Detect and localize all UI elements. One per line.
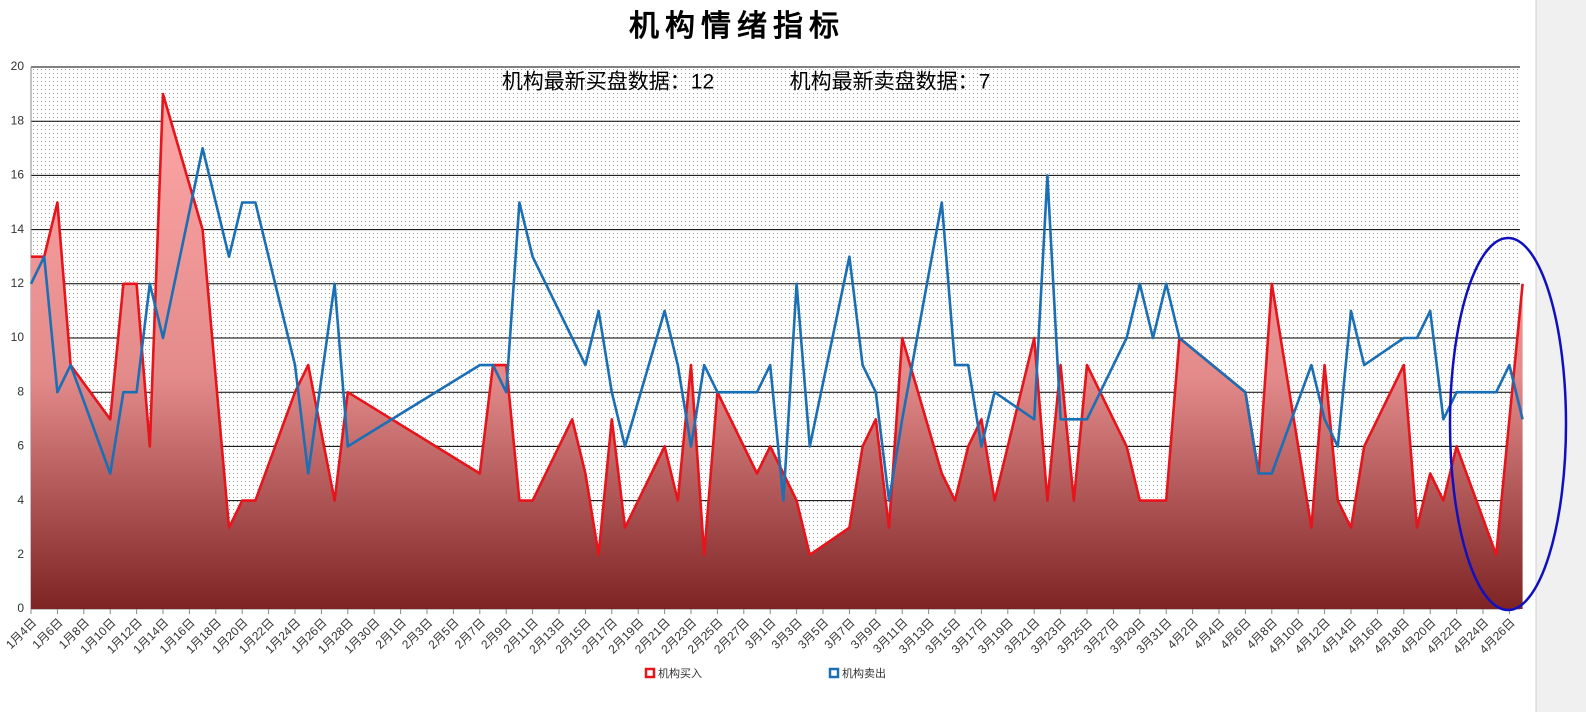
area [31, 94, 1523, 610]
y-tick-label: 10 [11, 330, 25, 344]
chart-title: 机构情绪指标 [629, 10, 845, 43]
y-tick-label: 14 [11, 222, 25, 236]
legend-label: 机构买入 [658, 666, 702, 680]
legend-swatch [828, 667, 840, 679]
line [29, 147, 1524, 502]
legend-swatch [644, 667, 656, 679]
legend-label: 机构卖出 [842, 666, 886, 680]
annotation: 机构最新卖盘数据：7 [790, 71, 991, 94]
y-tick-label: 12 [11, 276, 25, 290]
line [31, 92, 1524, 557]
y-tick-label: 2 [17, 547, 24, 561]
y-tick-label: 8 [17, 384, 24, 398]
y-tick-label: 18 [11, 113, 25, 127]
y-tick-label: 20 [11, 59, 25, 73]
annotation: 机构最新买盘数据：12 [502, 71, 714, 94]
y-tick-label: 4 [17, 493, 24, 507]
y-tick-label: 0 [17, 601, 24, 615]
highlight-ellipse [1448, 236, 1568, 612]
y-tick-label: 6 [17, 439, 24, 453]
y-tick-label: 16 [11, 168, 25, 182]
